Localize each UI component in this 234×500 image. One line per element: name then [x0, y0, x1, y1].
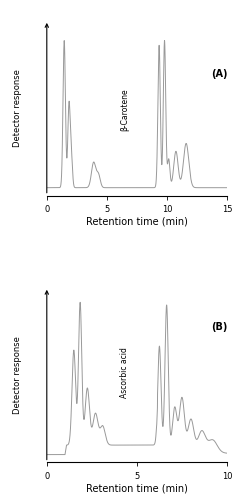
Text: Detector response: Detector response: [14, 336, 22, 413]
Text: β-Carotene: β-Carotene: [120, 88, 129, 130]
Text: Detector response: Detector response: [14, 69, 22, 146]
Text: (B): (B): [211, 322, 227, 332]
Text: Ascorbic acid: Ascorbic acid: [120, 347, 129, 398]
X-axis label: Retention time (min): Retention time (min): [86, 216, 188, 226]
Text: (A): (A): [211, 69, 227, 79]
X-axis label: Retention time (min): Retention time (min): [86, 484, 188, 494]
